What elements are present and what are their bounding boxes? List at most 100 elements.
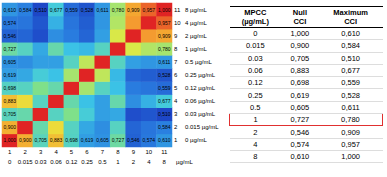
svg-text:0.12 µg/mL: 0.12 µg/mL: [185, 85, 216, 91]
html-text:0.25: 0.25: [248, 90, 263, 100]
html-text:0,510: 0,510: [341, 53, 360, 63]
svg-text:1: 1: [116, 159, 120, 165]
svg-text:0,909: 0,909: [127, 7, 140, 13]
svg-text:µg/mL: µg/mL: [176, 159, 193, 165]
svg-text:4: 4: [174, 98, 178, 104]
svg-text:10: 10: [174, 20, 181, 26]
svg-text:4: 4: [54, 149, 58, 155]
svg-text:0,957: 0,957: [143, 7, 156, 13]
html-text:0,610: 0,610: [341, 29, 360, 39]
svg-text:0,619: 0,619: [81, 137, 94, 143]
svg-text:7: 7: [174, 59, 178, 65]
svg-text:0.015: 0.015: [18, 159, 34, 165]
svg-text:2 µg/mL: 2 µg/mL: [185, 33, 207, 39]
svg-text:0.015 µg/mL: 0.015 µg/mL: [185, 124, 219, 130]
svg-text:4 µg/mL: 4 µg/mL: [185, 20, 207, 26]
svg-text:0.03 µg/mL: 0.03 µg/mL: [185, 111, 216, 117]
svg-text:0,574: 0,574: [3, 20, 16, 26]
html-text:0.03: 0.03: [248, 53, 263, 63]
svg-text:0.06: 0.06: [50, 159, 62, 165]
svg-text:6: 6: [85, 149, 89, 155]
svg-text:2: 2: [174, 124, 178, 130]
html-text:0,619: 0,619: [290, 90, 310, 100]
svg-text:0,705: 0,705: [3, 111, 16, 117]
svg-text:5: 5: [70, 149, 74, 155]
svg-text:0,780: 0,780: [158, 46, 171, 52]
svg-text:0,957: 0,957: [158, 20, 171, 26]
svg-text:0.03: 0.03: [35, 159, 47, 165]
svg-text:0: 0: [8, 159, 12, 165]
svg-text:0.5 µg/mL: 0.5 µg/mL: [185, 59, 212, 65]
svg-text:2: 2: [132, 159, 136, 165]
svg-text:0.5: 0.5: [98, 159, 107, 165]
html-text:0,705: 0,705: [290, 53, 310, 63]
svg-text:4: 4: [147, 159, 151, 165]
svg-text:0,727: 0,727: [3, 46, 16, 52]
svg-text:0,584: 0,584: [19, 7, 32, 13]
svg-text:0,619: 0,619: [3, 72, 16, 78]
svg-text:0,909: 0,909: [158, 33, 171, 39]
svg-text:0.06 µg/mL: 0.06 µg/mL: [185, 98, 216, 104]
svg-text:0,528: 0,528: [158, 72, 171, 78]
svg-text:0.12: 0.12: [66, 159, 78, 165]
svg-text:3: 3: [39, 149, 43, 155]
html-text:0,528: 0,528: [341, 90, 360, 100]
svg-text:0,574: 0,574: [143, 137, 156, 143]
svg-text:0.25 µg/mL: 0.25 µg/mL: [185, 72, 216, 78]
svg-text:0,528: 0,528: [81, 7, 94, 13]
svg-text:0,900: 0,900: [19, 137, 32, 143]
svg-text:0,510: 0,510: [158, 111, 171, 117]
svg-text:7: 7: [101, 149, 105, 155]
svg-text:0,705: 0,705: [34, 137, 47, 143]
html-text:0.015: 0.015: [245, 41, 265, 51]
svg-text:0,883: 0,883: [50, 137, 63, 143]
svg-text:1,000: 1,000: [3, 137, 16, 143]
svg-text:8: 8: [116, 149, 120, 155]
svg-text:0,546: 0,546: [3, 33, 16, 39]
svg-text:0,559: 0,559: [158, 85, 171, 91]
svg-text:0,883: 0,883: [3, 98, 16, 104]
svg-text:0,610: 0,610: [3, 7, 16, 13]
svg-text:3: 3: [174, 111, 178, 117]
svg-text:11: 11: [161, 149, 168, 155]
svg-text:0,698: 0,698: [3, 85, 16, 91]
svg-text:0,727: 0,727: [112, 137, 125, 143]
svg-text:0,559: 0,559: [65, 7, 78, 13]
svg-text:8: 8: [163, 159, 167, 165]
svg-text:0,611: 0,611: [96, 7, 108, 13]
svg-text:0,610: 0,610: [158, 137, 171, 143]
svg-text:8 µg/mL: 8 µg/mL: [185, 7, 207, 13]
svg-text:1 µg/mL: 1 µg/mL: [185, 46, 207, 52]
svg-text:0,546: 0,546: [127, 137, 140, 143]
svg-text:1,000: 1,000: [158, 7, 171, 13]
svg-text:8: 8: [174, 46, 178, 52]
svg-text:2: 2: [24, 149, 28, 155]
html-text:0,559: 0,559: [341, 78, 360, 88]
html-text:0,900: 0,900: [290, 41, 310, 51]
html-text:0.12: 0.12: [248, 78, 263, 88]
svg-text:0,780: 0,780: [112, 7, 125, 13]
svg-text:9: 9: [174, 33, 178, 39]
svg-text:0,698: 0,698: [65, 137, 78, 143]
html-text:0.5: 0.5: [250, 102, 261, 112]
svg-text:0,677: 0,677: [50, 7, 63, 13]
svg-text:0,611: 0,611: [158, 59, 170, 65]
svg-text:0.25: 0.25: [81, 159, 93, 165]
html-text:0,698: 0,698: [290, 78, 310, 88]
svg-text:0,510: 0,510: [34, 7, 47, 13]
svg-text:9: 9: [132, 149, 136, 155]
svg-text:0 µg/mL: 0 µg/mL: [185, 137, 207, 143]
svg-text:10: 10: [145, 149, 152, 155]
html-text:1,000: 1,000: [290, 29, 310, 39]
svg-text:0,605: 0,605: [3, 59, 16, 65]
svg-text:6: 6: [174, 72, 178, 78]
svg-text:1: 1: [8, 149, 12, 155]
svg-text:0,584: 0,584: [158, 124, 171, 130]
svg-text:5: 5: [174, 85, 178, 91]
svg-text:0,677: 0,677: [158, 98, 171, 104]
svg-text:0,900: 0,900: [3, 124, 16, 130]
svg-text:0,605: 0,605: [96, 137, 109, 143]
svg-text:11: 11: [174, 7, 181, 13]
html-text:0,584: 0,584: [341, 41, 360, 51]
svg-text:1: 1: [174, 137, 178, 143]
